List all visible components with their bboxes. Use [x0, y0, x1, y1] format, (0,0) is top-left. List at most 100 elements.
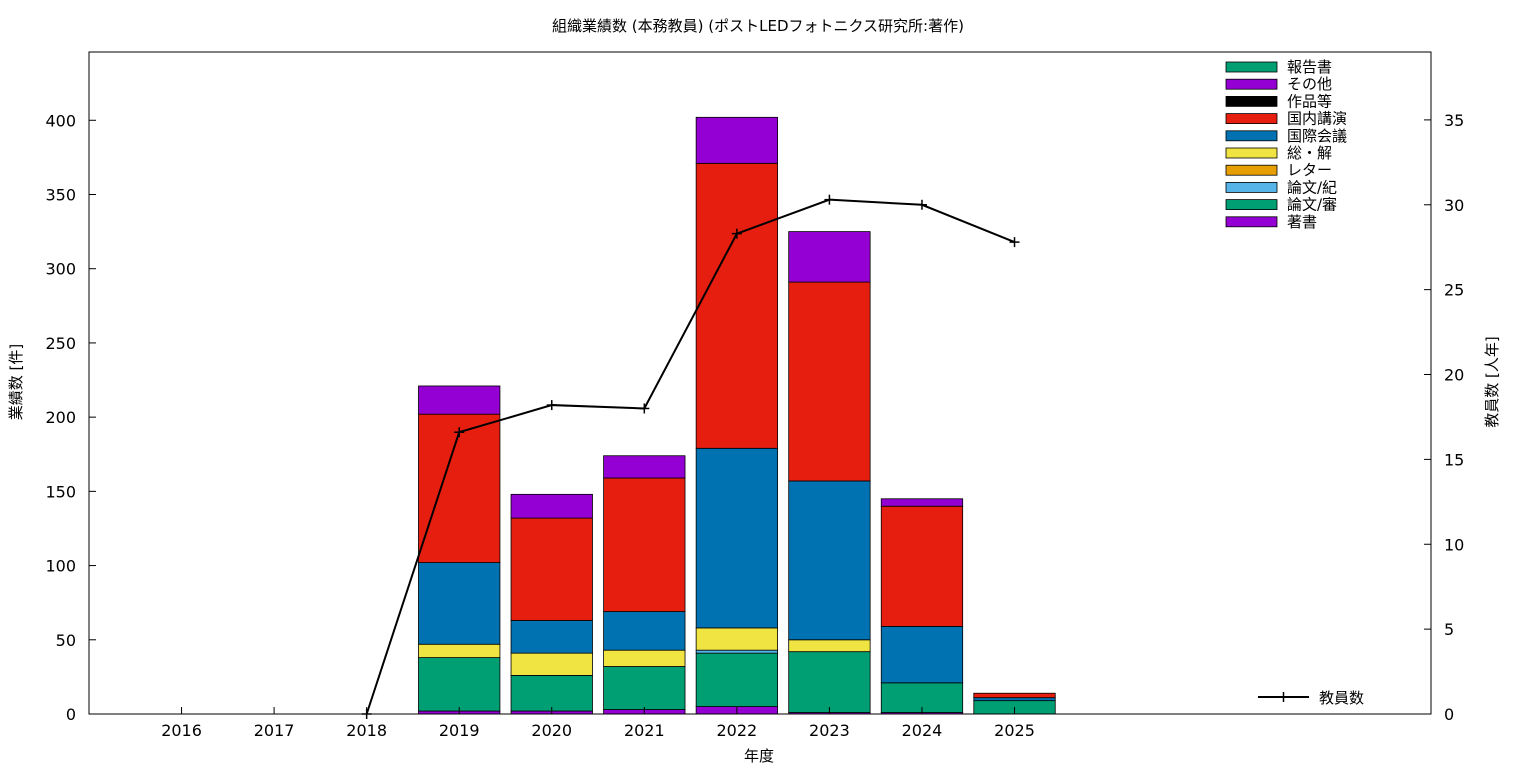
legend-swatch — [1225, 113, 1278, 124]
legend-item: レター — [1225, 161, 1332, 179]
legend-swatch — [1225, 96, 1278, 107]
y2-tick-label: 25 — [1444, 281, 1464, 300]
y-tick-label: 100 — [45, 557, 76, 576]
legend-item-line: 教員数 — [1258, 689, 1364, 707]
bar-segment — [788, 231, 871, 283]
legend-swatch — [1225, 199, 1278, 211]
legend-label: 論文/紀 — [1287, 178, 1337, 196]
bar-segment — [973, 692, 1056, 699]
y-tick-label: 150 — [45, 482, 76, 501]
bar-segment — [880, 626, 964, 684]
bar-segment — [880, 498, 964, 507]
bar-segment — [973, 697, 1056, 702]
bar-segment — [418, 643, 501, 658]
bar-segment — [880, 505, 964, 627]
y-tick-label: 200 — [45, 408, 76, 427]
legend-label: 報告書 — [1287, 58, 1332, 76]
x-axis-label: 年度 — [744, 747, 774, 765]
y2-tick-label: 5 — [1444, 620, 1454, 639]
legend-swatch — [1225, 130, 1278, 142]
bar-segment — [603, 477, 686, 612]
y2-tick-label: 10 — [1444, 535, 1464, 554]
legend-item: 論文/審 — [1225, 196, 1337, 214]
legend-label: 国際会議 — [1287, 127, 1347, 145]
bar-segment — [418, 562, 501, 645]
bar-segment — [695, 116, 778, 164]
line-point — [639, 403, 650, 414]
legend-item: 論文/紀 — [1225, 178, 1337, 196]
ticks-layer: 0501001502002503003504000510152025303520… — [45, 111, 1464, 740]
line-point — [916, 199, 927, 210]
legend-label: その他 — [1287, 75, 1332, 93]
x-tick-label: 2021 — [624, 721, 665, 740]
bar-segment — [603, 611, 686, 651]
y2-tick-label: 20 — [1444, 366, 1464, 385]
bar-segment — [510, 620, 593, 654]
legend-swatch — [1225, 181, 1278, 193]
legend-swatch — [1225, 61, 1278, 73]
y2-tick-label: 35 — [1444, 111, 1464, 130]
bar-segment — [603, 649, 686, 667]
bar-segment — [788, 651, 871, 713]
x-tick-label: 2025 — [994, 721, 1035, 740]
bar-segment — [510, 675, 593, 712]
legend-item: その他 — [1225, 75, 1332, 93]
legend-item: 作品等 — [1225, 92, 1332, 110]
y2-tick-label: 30 — [1444, 196, 1464, 215]
y-tick-label: 400 — [45, 111, 76, 130]
bar-segment — [695, 162, 778, 449]
y-axis-label: 業績数 [件] — [7, 344, 25, 420]
legend-label: レター — [1287, 161, 1332, 179]
y2-axis-label: 教員数 [人年] — [1483, 336, 1501, 427]
bars-layer — [418, 116, 1056, 715]
bar-segment — [510, 493, 593, 519]
legend-label: 著書 — [1287, 213, 1317, 231]
y-tick-label: 50 — [56, 631, 76, 650]
line-series-path — [365, 198, 1015, 715]
x-tick-label: 2018 — [346, 721, 387, 740]
bar-segment — [603, 455, 686, 479]
bar-segment — [788, 639, 871, 653]
bar-segment — [880, 682, 964, 713]
y2-tick-label: 15 — [1444, 450, 1464, 469]
bar-segment — [510, 517, 593, 621]
legend-label: 国内講演 — [1287, 110, 1347, 128]
bar-segment — [418, 657, 501, 712]
plot-frame — [88, 51, 1432, 715]
bar-segment — [695, 447, 778, 629]
legend-item: 国際会議 — [1225, 127, 1347, 145]
x-tick-label: 2016 — [161, 721, 202, 740]
line-point — [824, 194, 835, 205]
legend-swatch — [1225, 216, 1278, 228]
bar-segment — [788, 480, 871, 641]
legend-swatch — [1225, 147, 1278, 159]
chart-title: 組織業績数 (本務教員) (ポストLEDフォトニクス研究所:著作) — [552, 17, 964, 35]
bar-segment — [510, 652, 593, 676]
y-tick-label: 300 — [45, 260, 76, 279]
x-tick-label: 2017 — [254, 721, 295, 740]
y2-tick-label: 0 — [1444, 705, 1454, 724]
legend-swatch — [1225, 78, 1278, 90]
line-point — [454, 427, 465, 438]
bar-segment — [418, 385, 501, 415]
bar-segment — [695, 649, 778, 654]
legend-line-label: 教員数 — [1319, 689, 1364, 707]
bar-segment — [418, 413, 501, 564]
bar-segment — [695, 652, 778, 707]
x-tick-label: 2019 — [439, 721, 480, 740]
line-point — [546, 400, 557, 411]
line-point — [731, 228, 742, 239]
legend-label: 総・解 — [1287, 144, 1332, 162]
y-tick-label: 350 — [45, 185, 76, 204]
bar-segment — [695, 627, 778, 651]
x-tick-label: 2024 — [902, 721, 943, 740]
legend-swatch — [1225, 164, 1278, 176]
legend-label: 論文/審 — [1287, 196, 1337, 214]
x-tick-label: 2020 — [531, 721, 572, 740]
legend-item: 国内講演 — [1225, 110, 1347, 128]
x-tick-label: 2023 — [809, 721, 850, 740]
legend-label: 作品等 — [1287, 92, 1332, 110]
legend-item: 報告書 — [1225, 58, 1332, 76]
